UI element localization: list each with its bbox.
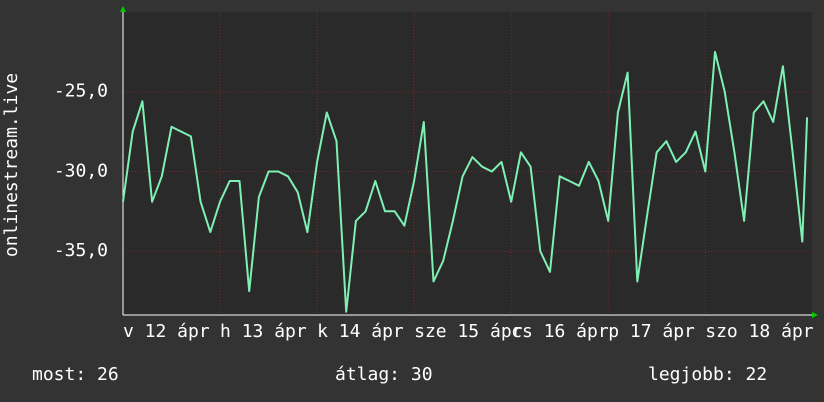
x-tick-label: h 13 ápr — [220, 321, 307, 342]
x-tick-label: v 12 ápr — [123, 321, 210, 342]
series-line — [122, 50, 809, 313]
x-tick-label: p 17 ápr — [608, 321, 695, 342]
plot-area — [123, 12, 812, 315]
x-tick-label: sze 15 ápr — [414, 321, 523, 342]
y-tick-label: -25,0 — [54, 81, 108, 102]
axis-arrow — [812, 312, 818, 318]
legend-stat: legjobb: 22 — [648, 364, 767, 385]
y-tick-label: -30,0 — [54, 160, 108, 181]
axis-arrow — [120, 6, 126, 12]
x-tick-label: szo 18 ápr — [705, 321, 814, 342]
legend-stat: most: 26 — [32, 364, 119, 385]
x-tick-label: cs 16 ápr — [511, 321, 609, 342]
y-tick-label: -35,0 — [54, 240, 108, 261]
legend-stat: átlag: 30 — [335, 364, 433, 385]
y-axis-label: onlinestream.live — [1, 73, 22, 257]
x-tick-label: k 14 ápr — [317, 321, 404, 342]
